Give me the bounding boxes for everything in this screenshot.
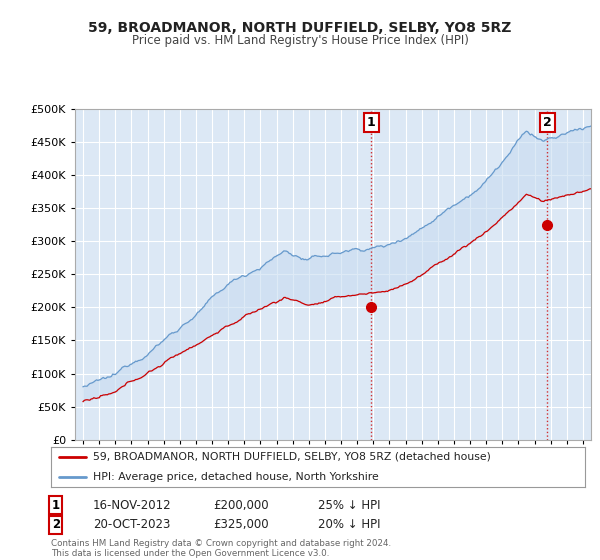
Text: 1: 1 [367, 116, 376, 129]
Text: £200,000: £200,000 [213, 498, 269, 512]
Text: 59, BROADMANOR, NORTH DUFFIELD, SELBY, YO8 5RZ: 59, BROADMANOR, NORTH DUFFIELD, SELBY, Y… [88, 21, 512, 35]
Text: 59, BROADMANOR, NORTH DUFFIELD, SELBY, YO8 5RZ (detached house): 59, BROADMANOR, NORTH DUFFIELD, SELBY, Y… [92, 451, 491, 461]
Text: Contains HM Land Registry data © Crown copyright and database right 2024.: Contains HM Land Registry data © Crown c… [51, 539, 391, 548]
Text: 2: 2 [52, 518, 60, 531]
Text: £325,000: £325,000 [213, 518, 269, 531]
Text: HPI: Average price, detached house, North Yorkshire: HPI: Average price, detached house, Nort… [92, 472, 379, 482]
Text: 20% ↓ HPI: 20% ↓ HPI [318, 518, 380, 531]
Text: 20-OCT-2023: 20-OCT-2023 [93, 518, 170, 531]
Text: Price paid vs. HM Land Registry's House Price Index (HPI): Price paid vs. HM Land Registry's House … [131, 34, 469, 46]
Text: 25% ↓ HPI: 25% ↓ HPI [318, 498, 380, 512]
Text: This data is licensed under the Open Government Licence v3.0.: This data is licensed under the Open Gov… [51, 549, 329, 558]
Text: 1: 1 [52, 498, 60, 512]
Text: 16-NOV-2012: 16-NOV-2012 [93, 498, 172, 512]
Text: 2: 2 [543, 116, 551, 129]
